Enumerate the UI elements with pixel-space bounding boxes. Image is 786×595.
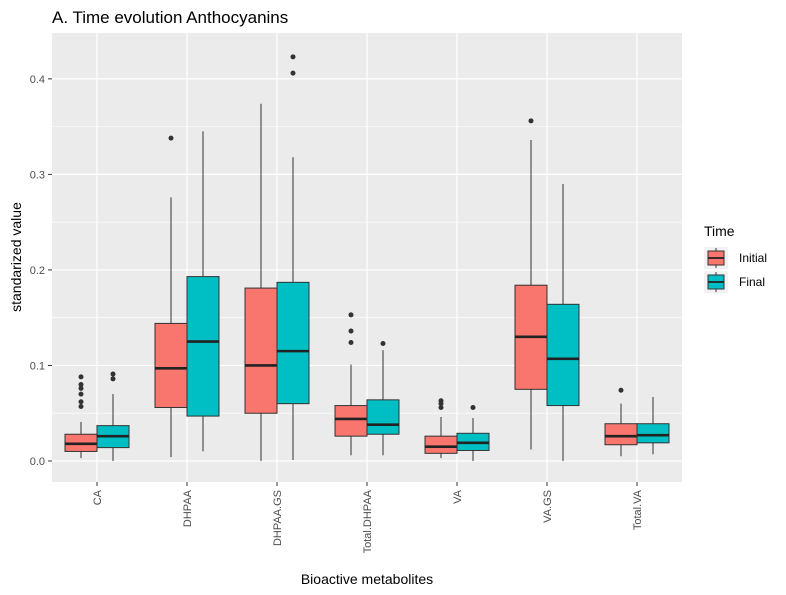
x-tick-label: Total.DHPAA	[362, 489, 374, 553]
y-tick-label: 0.4	[30, 74, 45, 86]
y-tick-label: 0.2	[30, 265, 45, 277]
box-iqr	[276, 281, 310, 405]
box-final	[546, 183, 580, 461]
legend-label-final: Final	[739, 275, 765, 289]
outlier-point	[110, 371, 116, 377]
outlier-point	[470, 404, 476, 410]
outlier-point	[78, 385, 84, 391]
x-tick-label: VA.GS	[542, 490, 554, 523]
x-axis: CA DHPAA DHPAA.GS Total.DHPAA VA VA.GS Total.V…	[92, 482, 644, 553]
box-iqr	[154, 322, 188, 408]
box-iqr	[424, 435, 458, 454]
chart-title: A. Time evolution Anthocyanins	[52, 8, 288, 27]
y-tick-label: 0.3	[30, 169, 45, 181]
outlier-point	[78, 374, 84, 380]
box-iqr	[546, 303, 580, 407]
box-initial	[154, 135, 188, 458]
box-final	[366, 340, 400, 456]
x-tick-label: CA	[92, 489, 104, 505]
outlier-point	[168, 135, 174, 141]
boxes-layer	[64, 54, 670, 461]
box-initial	[514, 118, 548, 450]
box-iqr	[366, 399, 400, 435]
box-final	[456, 404, 490, 461]
x-tick-label: Total.VA	[632, 489, 644, 530]
outlier-point	[78, 399, 84, 405]
box-iqr	[334, 405, 368, 437]
y-axis-title: standarized value	[8, 202, 24, 312]
box-initial	[334, 312, 368, 456]
box-final	[636, 396, 670, 455]
box-initial	[604, 387, 638, 457]
outlier-point	[380, 340, 386, 346]
outlier-point	[78, 404, 84, 410]
box-final	[186, 131, 220, 452]
y-axis: 0.0 0.1 0.2 0.3 0.4	[30, 74, 52, 468]
outlier-point	[78, 391, 84, 397]
y-tick-label: 0.0	[30, 456, 45, 468]
box-iqr	[604, 423, 638, 446]
legend-label-initial: Initial	[739, 251, 767, 265]
outlier-point	[438, 398, 444, 404]
x-tick-label: DHPAA.GS	[272, 490, 284, 546]
outlier-point	[290, 54, 296, 60]
outlier-point	[528, 118, 534, 124]
box-final	[96, 371, 130, 461]
outlier-point	[348, 328, 354, 334]
outlier-point	[110, 376, 116, 382]
outlier-point	[438, 404, 444, 410]
outlier-point	[348, 312, 354, 318]
box-iqr	[186, 276, 220, 417]
y-tick-label: 0.1	[30, 360, 45, 372]
box-final	[276, 54, 310, 461]
box-iqr	[636, 423, 670, 444]
outlier-point	[618, 387, 624, 393]
box-iqr	[244, 287, 278, 414]
box-initial	[424, 398, 458, 459]
legend: Time Initial Final	[704, 223, 767, 293]
outlier-point	[348, 340, 354, 346]
legend-title: Time	[704, 223, 735, 239]
x-tick-label: VA	[452, 489, 464, 504]
outlier-point	[290, 70, 296, 76]
x-tick-label: DHPAA	[182, 489, 194, 527]
x-axis-title: Bioactive metabolites	[301, 571, 433, 587]
box-initial	[244, 103, 278, 461]
outlier-point	[78, 382, 84, 388]
